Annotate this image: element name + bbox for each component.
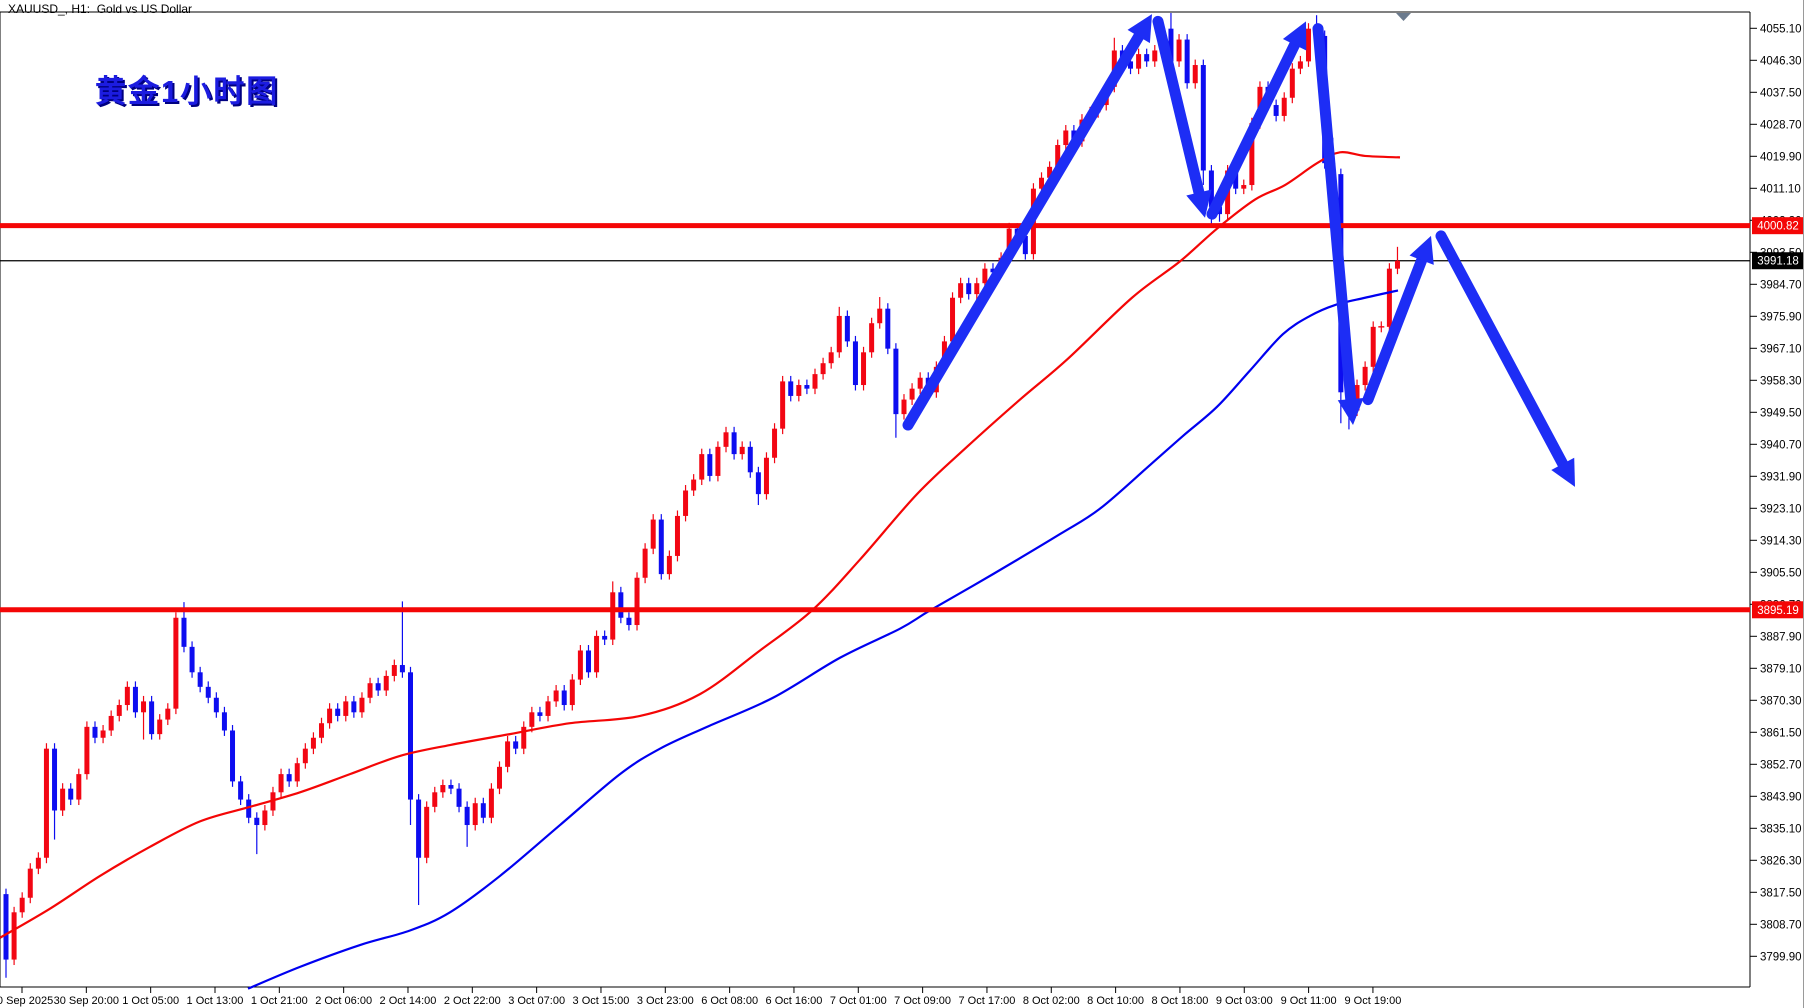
chart-symbol-label: XAUUSD_, H1: Gold vs US Dollar [8,2,193,16]
plot-border [0,11,1751,988]
svg-text:3931.90: 3931.90 [1760,471,1802,483]
svg-text:3940.70: 3940.70 [1760,439,1802,451]
svg-text:3826.30: 3826.30 [1760,855,1802,867]
fast-ma-red-line [0,150,1401,939]
svg-text:9 Oct 11:00: 9 Oct 11:00 [1281,995,1337,1007]
svg-text:3991.18: 3991.18 [1757,256,1799,268]
svg-text:4037.50: 4037.50 [1760,87,1802,99]
svg-text:2 Oct 14:00: 2 Oct 14:00 [380,995,437,1007]
svg-text:3879.10: 3879.10 [1760,663,1802,675]
svg-text:7 Oct 17:00: 7 Oct 17:00 [959,995,1016,1007]
svg-text:2 Oct 22:00: 2 Oct 22:00 [444,995,501,1007]
svg-text:4011.10: 4011.10 [1760,183,1801,195]
svg-text:3905.50: 3905.50 [1760,567,1802,579]
svg-text:1 Oct 05:00: 1 Oct 05:00 [122,995,179,1007]
svg-text:7 Oct 09:00: 7 Oct 09:00 [894,995,951,1007]
svg-text:3 Oct 15:00: 3 Oct 15:00 [573,995,630,1007]
price-axis: 4055.10 4046.30 4037.50 4028.70 4019.90 4011.… [1750,23,1802,963]
svg-text:8 Oct 10:00: 8 Oct 10:00 [1087,995,1144,1007]
svg-text:4046.30: 4046.30 [1760,55,1802,67]
svg-text:3808.70: 3808.70 [1760,919,1802,931]
svg-text:7 Oct 01:00: 7 Oct 01:00 [830,995,887,1007]
svg-text:30 Sep 2025: 30 Sep 2025 [0,995,53,1007]
svg-text:3887.90: 3887.90 [1760,631,1802,643]
svg-text:3870.30: 3870.30 [1760,695,1802,707]
chart-title-annotation[interactable]: 黄金1小时图 [95,74,280,109]
svg-text:4055.10: 4055.10 [1760,23,1802,35]
svg-text:6 Oct 08:00: 6 Oct 08:00 [701,995,758,1007]
svg-text:3843.90: 3843.90 [1760,791,1802,803]
svg-text:3852.70: 3852.70 [1760,759,1802,771]
svg-text:9 Oct 19:00: 9 Oct 19:00 [1344,995,1401,1007]
svg-text:3835.10: 3835.10 [1760,823,1802,835]
svg-text:1 Oct 21:00: 1 Oct 21:00 [251,995,308,1007]
svg-text:3923.10: 3923.10 [1760,503,1802,515]
trend-arrows [902,14,1575,487]
svg-text:3817.50: 3817.50 [1760,887,1802,899]
shift-marker-triangle [1396,13,1411,21]
svg-text:2 Oct 06:00: 2 Oct 06:00 [315,995,372,1007]
svg-text:3799.90: 3799.90 [1760,951,1802,963]
slow-ma-blue-line [247,289,1399,990]
svg-text:4019.90: 4019.90 [1760,151,1802,163]
svg-text:1 Oct 13:00: 1 Oct 13:00 [187,995,244,1007]
svg-text:8 Oct 02:00: 8 Oct 02:00 [1023,995,1080,1007]
svg-text:3861.50: 3861.50 [1760,727,1802,739]
svg-text:4000.82: 4000.82 [1757,221,1799,233]
svg-text:30 Sep 20:00: 30 Sep 20:00 [54,995,119,1007]
svg-text:3949.50: 3949.50 [1760,407,1802,419]
svg-text:3958.30: 3958.30 [1760,375,1802,387]
svg-text:4028.70: 4028.70 [1760,119,1802,131]
svg-text:3967.10: 3967.10 [1760,343,1802,355]
svg-text:3984.70: 3984.70 [1760,279,1802,291]
svg-text:9 Oct 03:00: 9 Oct 03:00 [1216,995,1273,1007]
svg-text:3 Oct 07:00: 3 Oct 07:00 [508,995,565,1007]
svg-text:3914.30: 3914.30 [1760,535,1802,547]
svg-text:3 Oct 23:00: 3 Oct 23:00 [637,995,694,1007]
svg-text:3975.90: 3975.90 [1760,311,1802,323]
svg-text:3895.19: 3895.19 [1757,605,1799,617]
price-label-boxes: 4000.82 3895.19 3991.18 [1752,217,1804,619]
svg-text:8 Oct 18:00: 8 Oct 18:00 [1152,995,1209,1007]
svg-text:6 Oct 16:00: 6 Oct 16:00 [766,995,823,1007]
support-resistance-lines [0,223,1750,613]
